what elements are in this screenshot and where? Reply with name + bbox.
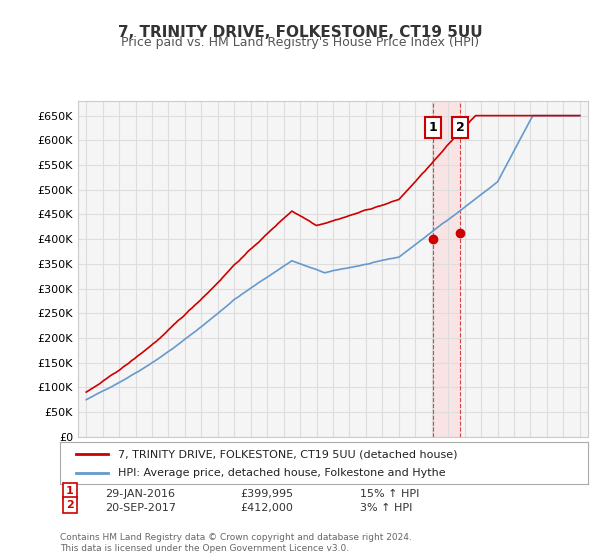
- Text: 7, TRINITY DRIVE, FOLKESTONE, CT19 5UU: 7, TRINITY DRIVE, FOLKESTONE, CT19 5UU: [118, 25, 482, 40]
- Text: £412,000: £412,000: [240, 503, 293, 513]
- Text: 2: 2: [66, 500, 74, 510]
- Text: 7, TRINITY DRIVE, FOLKESTONE, CT19 5UU (detached house): 7, TRINITY DRIVE, FOLKESTONE, CT19 5UU (…: [118, 449, 458, 459]
- Text: 3% ↑ HPI: 3% ↑ HPI: [360, 503, 412, 513]
- Text: HPI: Average price, detached house, Folkestone and Hythe: HPI: Average price, detached house, Folk…: [118, 468, 446, 478]
- Text: 2: 2: [455, 121, 464, 134]
- Bar: [433, 101, 460, 437]
- Text: 29-JAN-2016: 29-JAN-2016: [105, 489, 175, 499]
- Text: Contains HM Land Registry data © Crown copyright and database right 2024.
This d: Contains HM Land Registry data © Crown c…: [60, 533, 412, 553]
- Text: 15% ↑ HPI: 15% ↑ HPI: [360, 489, 419, 499]
- Text: 1: 1: [428, 121, 437, 134]
- Text: 20-SEP-2017: 20-SEP-2017: [105, 503, 176, 513]
- Text: £399,995: £399,995: [240, 489, 293, 499]
- Text: 1: 1: [66, 486, 74, 496]
- Text: Price paid vs. HM Land Registry's House Price Index (HPI): Price paid vs. HM Land Registry's House …: [121, 36, 479, 49]
